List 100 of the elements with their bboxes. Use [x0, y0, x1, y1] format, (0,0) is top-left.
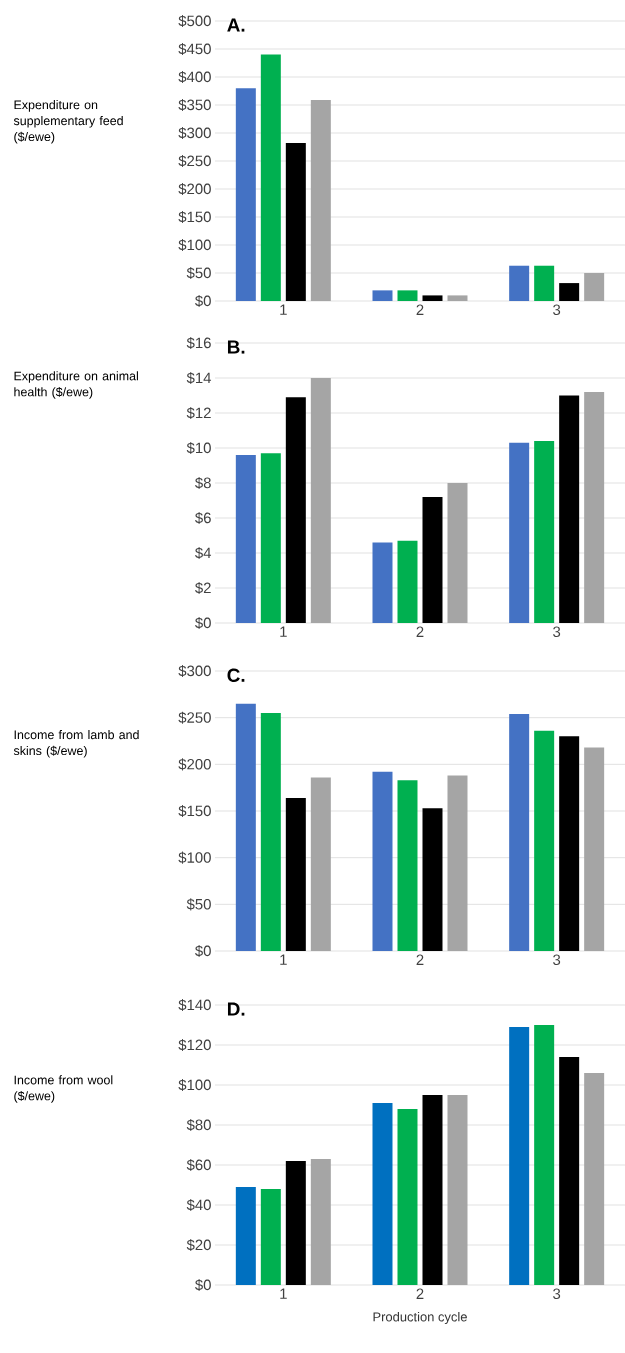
bar: [372, 771, 393, 952]
y-tick-label: $150: [178, 210, 211, 224]
chart-title: B.: [227, 340, 245, 354]
bar: [285, 397, 306, 624]
x-tick-label: 2: [416, 626, 424, 637]
bar: [260, 54, 281, 301]
y-tick-label: $50: [186, 266, 211, 280]
x-tick-label: 1: [280, 1288, 287, 1299]
y-tick-label: $200: [178, 758, 211, 771]
bar: [397, 290, 418, 301]
y-tick-label: $4: [194, 546, 211, 560]
bar: [447, 1095, 468, 1286]
y-tick-label: $40: [186, 1198, 211, 1212]
y-tick-label: $140: [178, 998, 211, 1012]
bar: [508, 442, 529, 624]
y-tick-label: $100: [178, 1078, 211, 1092]
bar: [235, 455, 256, 624]
bar: [310, 777, 331, 952]
y-tick-label: $100: [178, 851, 211, 864]
y-axis-title: Expenditure on supplementary feed ($/ewe): [13, 100, 123, 144]
bar: [397, 780, 418, 952]
bar: [533, 730, 554, 952]
bar: [558, 736, 579, 952]
y-tick-label: $16: [186, 336, 211, 350]
y-tick-label: $8: [194, 476, 211, 490]
y-axis-title: Expenditure on animal health ($/ewe): [14, 371, 138, 399]
x-tick-label: 2: [416, 304, 424, 315]
chart-title: D.: [227, 1002, 245, 1016]
y-tick-label: $60: [186, 1158, 211, 1172]
y-tick-label: $300: [178, 664, 211, 678]
bar: [422, 808, 443, 952]
y-tick-label: $20: [186, 1238, 211, 1252]
x-tick-label: 3: [552, 626, 560, 638]
x-tick-label: 3: [552, 304, 560, 316]
bar: [508, 265, 529, 301]
bar: [260, 453, 281, 624]
y-tick-label: $0: [194, 616, 211, 630]
y-tick-label: $50: [186, 898, 211, 911]
chart-title: A.: [227, 18, 245, 32]
bar: [447, 295, 468, 301]
bar: [260, 1189, 281, 1286]
x-tick-label: 1: [280, 304, 287, 315]
y-tick-label: $80: [186, 1118, 211, 1132]
bar: [235, 703, 256, 952]
y-tick-label: $12: [186, 406, 211, 420]
bar: [447, 775, 468, 952]
bar: [533, 441, 554, 624]
bar: [558, 283, 579, 301]
bar: [447, 483, 468, 624]
y-tick-label: $200: [178, 182, 211, 196]
y-tick-label: $0: [194, 294, 211, 308]
y-tick-label: $250: [178, 711, 211, 724]
bar: [397, 1109, 418, 1286]
bar: [235, 1187, 256, 1286]
y-axis-title: Income from lamb and skins ($/ewe): [13, 730, 139, 758]
bar: [310, 378, 331, 624]
bar: [422, 497, 443, 624]
y-tick-label: $120: [178, 1038, 211, 1052]
bar: [372, 290, 393, 301]
bar: [533, 1025, 554, 1286]
bar: [583, 1073, 604, 1286]
bar: [285, 797, 306, 952]
bar: [310, 99, 331, 301]
y-tick-label: $2: [194, 581, 211, 595]
bar: [310, 1159, 331, 1286]
bar: [533, 265, 554, 301]
y-tick-label: $0: [194, 1278, 211, 1292]
y-tick-label: $10: [186, 441, 211, 455]
x-tick-label: 2: [416, 954, 424, 965]
y-tick-label: $150: [178, 804, 211, 818]
bar: [285, 143, 306, 301]
y-tick-label: $0: [194, 944, 211, 958]
y-tick-label: $500: [178, 14, 211, 28]
bar: [583, 273, 604, 301]
bar: [372, 1103, 393, 1286]
bar: [372, 542, 393, 624]
y-tick-label: $300: [178, 126, 211, 140]
bar: [583, 747, 604, 952]
x-tick-label: 3: [552, 954, 560, 966]
y-tick-label: $250: [178, 154, 211, 168]
y-tick-label: $14: [186, 371, 211, 385]
bar: [508, 1027, 529, 1286]
bar: [508, 713, 529, 952]
x-axis-title: Production cycle: [373, 1311, 467, 1325]
bar: [558, 395, 579, 624]
bar: [285, 1161, 306, 1286]
bar: [235, 88, 256, 301]
x-tick-label: 1: [280, 626, 287, 637]
bar: [397, 540, 418, 624]
x-tick-label: 3: [552, 1288, 560, 1300]
y-tick-label: $100: [178, 238, 211, 252]
chart-title: C.: [227, 668, 245, 682]
y-tick-label: $400: [178, 70, 211, 84]
y-tick-label: $450: [178, 42, 211, 56]
y-tick-label: $6: [194, 511, 211, 525]
bar: [422, 295, 443, 301]
y-axis-title: Income from wool ($/ewe): [14, 1075, 113, 1103]
bar: [583, 392, 604, 624]
bar: [558, 1057, 579, 1286]
x-tick-label: 1: [280, 954, 287, 965]
